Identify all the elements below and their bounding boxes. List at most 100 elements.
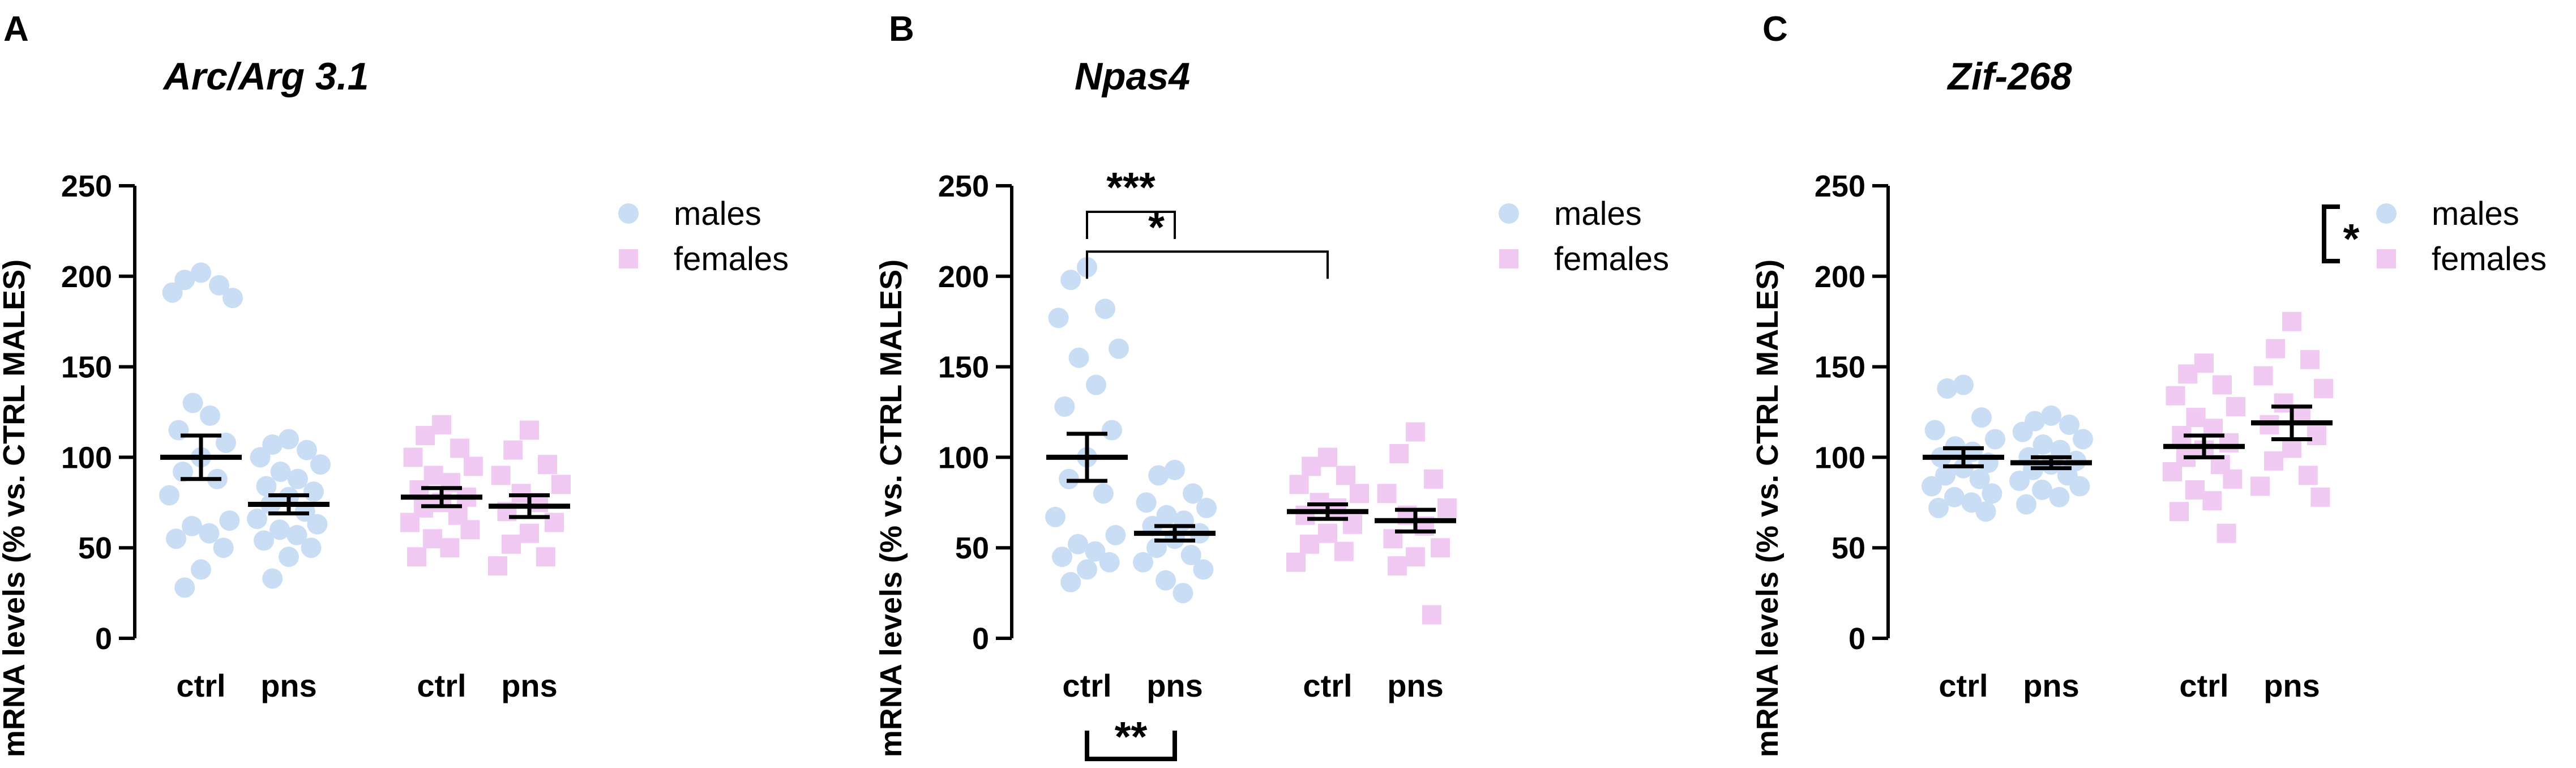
data-point bbox=[407, 547, 426, 567]
significance-bracket bbox=[1085, 731, 1177, 761]
data-point bbox=[2059, 414, 2079, 435]
data-point bbox=[174, 270, 195, 291]
data-point bbox=[1193, 559, 1214, 580]
data-point bbox=[1068, 347, 1089, 368]
data-point bbox=[2009, 470, 2030, 491]
x-tick-label: pns bbox=[1146, 668, 1203, 703]
data-point bbox=[1388, 556, 1407, 576]
data-point bbox=[1156, 505, 1177, 526]
y-tick-label: 50 bbox=[78, 531, 112, 565]
data-point bbox=[262, 434, 283, 455]
data-point bbox=[2300, 349, 2320, 369]
data-point bbox=[1935, 465, 1955, 486]
data-point bbox=[1985, 429, 2005, 450]
data-point bbox=[2310, 487, 2330, 507]
data-point bbox=[1422, 605, 1441, 625]
data-point bbox=[286, 524, 307, 545]
legend-label: males bbox=[2432, 195, 2519, 232]
y-tick-label: 150 bbox=[1815, 351, 1865, 385]
data-point bbox=[1302, 456, 1321, 476]
data-point bbox=[297, 440, 317, 460]
legend-label: females bbox=[2432, 241, 2547, 278]
y-tick-label: 150 bbox=[938, 351, 989, 385]
data-point bbox=[1045, 506, 1066, 527]
data-point bbox=[2049, 487, 2070, 507]
x-tick-label: pns bbox=[2023, 668, 2079, 703]
panel-letter: A bbox=[3, 10, 29, 49]
legend-label: males bbox=[1554, 195, 1642, 232]
y-tick-label: 200 bbox=[1815, 260, 1865, 294]
data-point bbox=[2186, 408, 2206, 428]
data-point bbox=[2016, 494, 2036, 515]
data-point bbox=[1048, 308, 1069, 328]
data-point bbox=[1389, 444, 1409, 464]
data-point bbox=[1922, 476, 1942, 497]
y-tick-label: 250 bbox=[1815, 169, 1865, 203]
data-point bbox=[2073, 429, 2093, 450]
data-point bbox=[2226, 396, 2245, 416]
data-point bbox=[488, 556, 507, 576]
data-point bbox=[191, 559, 211, 580]
data-point bbox=[2163, 462, 2182, 481]
y-tick-label: 100 bbox=[1815, 441, 1865, 475]
data-point bbox=[2032, 434, 2053, 455]
data-point bbox=[2213, 375, 2232, 395]
x-tick-label: pns bbox=[1387, 668, 1444, 703]
data-point bbox=[1060, 270, 1081, 291]
data-point bbox=[1336, 466, 1355, 485]
data-point bbox=[222, 288, 243, 309]
y-tick-label: 250 bbox=[938, 169, 989, 203]
data-point bbox=[1095, 298, 1115, 319]
significance-bracket bbox=[2322, 204, 2340, 263]
data-point bbox=[1060, 571, 1081, 592]
data-point bbox=[1183, 483, 1203, 504]
x-tick-label: ctrl bbox=[1303, 668, 1352, 703]
data-point bbox=[1406, 422, 1425, 442]
chart-title: Arc/Arg 3.1 bbox=[162, 55, 369, 98]
data-point bbox=[440, 538, 460, 558]
data-point bbox=[191, 262, 211, 283]
data-point bbox=[254, 530, 274, 551]
data-point bbox=[1982, 483, 2002, 504]
y-tick-label: 150 bbox=[61, 351, 112, 385]
chart-title: Zif-268 bbox=[1946, 55, 2072, 98]
x-tick-label: pns bbox=[2263, 668, 2320, 703]
y-tick-label: 250 bbox=[61, 169, 112, 203]
legend-label: females bbox=[674, 241, 789, 278]
data-point bbox=[2170, 502, 2189, 522]
data-point bbox=[1971, 407, 1992, 428]
x-tick-label: ctrl bbox=[1062, 668, 1111, 703]
data-point bbox=[1136, 492, 1157, 513]
data-point bbox=[416, 426, 435, 446]
data-point bbox=[310, 454, 331, 475]
significance-bracket bbox=[1086, 210, 1176, 239]
data-point bbox=[1969, 468, 1990, 489]
data-point bbox=[502, 534, 521, 554]
data-point bbox=[2282, 312, 2301, 331]
data-point bbox=[2307, 426, 2326, 446]
data-point bbox=[1099, 552, 1120, 573]
data-point bbox=[1944, 487, 1965, 507]
data-point bbox=[1406, 547, 1425, 567]
legend-marker-females bbox=[619, 249, 638, 268]
data-point bbox=[450, 438, 469, 458]
chart-panel-arc: A Arc/Arg 3.1 mRNA levels (% vs. CTRL MALE… bbox=[0, 10, 789, 757]
data-point bbox=[520, 420, 539, 440]
data-point bbox=[1350, 484, 1369, 504]
data-point bbox=[1085, 541, 1106, 562]
data-point bbox=[1093, 483, 1114, 504]
data-point bbox=[491, 466, 511, 485]
data-point bbox=[279, 429, 299, 450]
data-point bbox=[2194, 353, 2214, 373]
data-point bbox=[1105, 524, 1126, 545]
data-point bbox=[166, 528, 186, 549]
data-point bbox=[1377, 484, 1397, 504]
data-point bbox=[2314, 378, 2333, 398]
data-point bbox=[1165, 459, 1185, 480]
data-point bbox=[256, 476, 277, 497]
data-point bbox=[464, 456, 483, 476]
legend-marker-males bbox=[1499, 203, 1519, 224]
chart-panel-zif268: C Zif-268 mRNA levels (% vs. CTRL MALES) 0 5… bbox=[1751, 10, 2547, 757]
data-point bbox=[2266, 339, 2286, 359]
legend-label: females bbox=[1554, 241, 1669, 278]
